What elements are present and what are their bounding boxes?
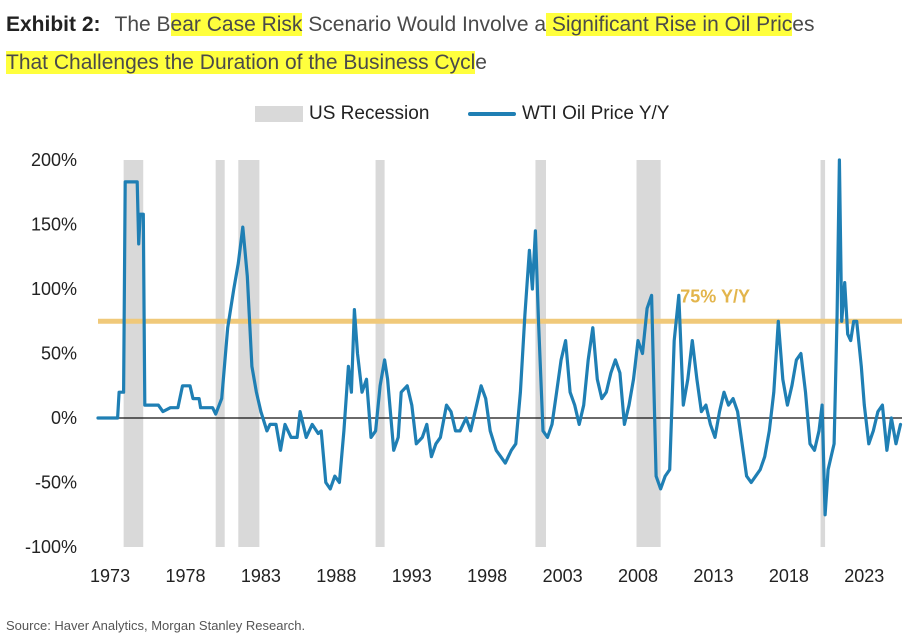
x-tick-label: 2008 xyxy=(618,566,658,586)
title-part-1: The B xyxy=(114,13,171,36)
y-tick-label: -100% xyxy=(25,537,77,557)
recession-band-1 xyxy=(215,160,225,547)
series-layer xyxy=(96,158,903,517)
recession-band-6 xyxy=(820,160,826,547)
y-tick-label: 200% xyxy=(31,150,77,170)
x-tick-label: 1993 xyxy=(392,566,432,586)
y-tick-label: 150% xyxy=(31,215,77,235)
x-tick-label: 1998 xyxy=(467,566,507,586)
legend-label-wti: WTI Oil Price Y/Y xyxy=(522,103,670,124)
y-tick-label: 50% xyxy=(41,344,77,364)
title-part-3: Scenario Would Involve a xyxy=(302,13,547,36)
source-note: Source: Haver Analytics, Morgan Stanley … xyxy=(6,618,306,633)
title-part-7: e xyxy=(475,51,487,74)
x-tick-label: 2023 xyxy=(844,566,884,586)
legend-label-recession: US Recession xyxy=(309,103,430,124)
x-tick-label: 2018 xyxy=(769,566,809,586)
recession-swatch-icon xyxy=(255,106,303,122)
line-swatch-icon xyxy=(468,112,516,116)
x-tick-label: 1988 xyxy=(316,566,356,586)
y-tick-label: 100% xyxy=(31,279,77,299)
chart-legend: US Recession WTI Oil Price Y/Y xyxy=(0,102,913,126)
wti-chart: 75% Y/Y 200%150%100%50%0%-50%-100% 1973 1… xyxy=(25,150,903,586)
recession-band-2 xyxy=(238,160,260,547)
x-axis: 1973 1978 1983 1988 1993 1998 2003 2008 2013 2018… xyxy=(90,566,884,586)
recession-bands xyxy=(123,160,826,547)
recession-band-0 xyxy=(123,160,144,547)
series-line-0 xyxy=(96,158,903,517)
y-tick-label: -50% xyxy=(35,473,77,493)
x-tick-label: 1978 xyxy=(165,566,205,586)
legend-item-recession: US Recession xyxy=(255,102,429,126)
x-tick-label: 2013 xyxy=(693,566,733,586)
legend-item-wti: WTI Oil Price Y/Y xyxy=(468,102,669,126)
title-highlight-2: Significant Rise in Oil Pric xyxy=(546,13,793,36)
exhibit-label: Exhibit 2: xyxy=(6,13,101,36)
recession-band-5 xyxy=(636,160,661,547)
x-tick-label: 1983 xyxy=(241,566,281,586)
x-tick-label: 2003 xyxy=(543,566,583,586)
title-part-5: es xyxy=(792,13,815,36)
y-axis: 200% 150% 100% 50% 0% -50% -100% xyxy=(25,150,77,557)
y-tick-label: 0% xyxy=(51,408,77,428)
exhibit-title: Exhibit 2: The Bear Case Risk Scenario Wo… xyxy=(6,6,906,82)
reference-line-layer: 75% Y/Y xyxy=(98,286,902,324)
title-highlight-3: That Challenges the Duration of the Busi… xyxy=(6,51,476,74)
recession-band-3 xyxy=(375,160,385,547)
x-tick-label: 1973 xyxy=(90,566,130,586)
title-highlight-1: ear Case Risk xyxy=(170,13,303,36)
reference-line-label: 75% Y/Y xyxy=(680,286,750,306)
